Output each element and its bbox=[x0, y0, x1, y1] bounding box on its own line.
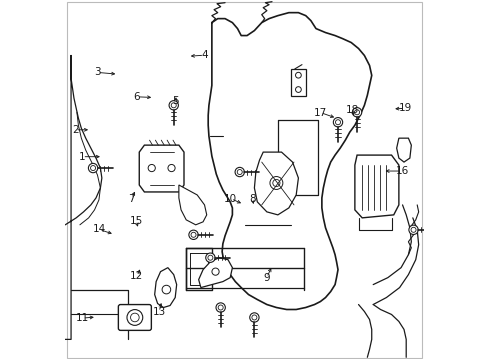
Circle shape bbox=[352, 108, 361, 117]
Text: 13: 13 bbox=[152, 307, 165, 317]
Polygon shape bbox=[396, 138, 410, 162]
Text: 16: 16 bbox=[395, 166, 408, 176]
Circle shape bbox=[169, 101, 178, 110]
Text: 3: 3 bbox=[94, 67, 101, 77]
Circle shape bbox=[216, 303, 225, 312]
Circle shape bbox=[88, 163, 98, 173]
Circle shape bbox=[249, 313, 259, 322]
Polygon shape bbox=[198, 258, 232, 288]
Polygon shape bbox=[179, 185, 206, 225]
FancyBboxPatch shape bbox=[291, 69, 305, 96]
Text: 6: 6 bbox=[133, 92, 140, 102]
Circle shape bbox=[333, 118, 342, 127]
Circle shape bbox=[127, 310, 142, 325]
Text: 10: 10 bbox=[224, 194, 237, 204]
Circle shape bbox=[408, 225, 417, 234]
Text: 17: 17 bbox=[313, 108, 326, 118]
Text: 14: 14 bbox=[92, 225, 106, 234]
Circle shape bbox=[235, 167, 244, 177]
Polygon shape bbox=[254, 152, 298, 215]
Polygon shape bbox=[438, 192, 473, 230]
Polygon shape bbox=[154, 268, 176, 307]
Circle shape bbox=[437, 215, 476, 255]
Polygon shape bbox=[354, 155, 398, 218]
Text: 4: 4 bbox=[201, 50, 207, 60]
Text: 5: 5 bbox=[172, 96, 179, 106]
Text: 15: 15 bbox=[129, 216, 142, 226]
Text: 7: 7 bbox=[128, 194, 135, 204]
Circle shape bbox=[481, 260, 488, 269]
Circle shape bbox=[188, 230, 198, 239]
Text: 1: 1 bbox=[79, 152, 85, 162]
Text: 12: 12 bbox=[130, 271, 143, 281]
FancyBboxPatch shape bbox=[118, 305, 151, 330]
Text: 2: 2 bbox=[72, 125, 79, 135]
Text: 19: 19 bbox=[398, 103, 411, 113]
Text: 9: 9 bbox=[263, 273, 269, 283]
Text: 11: 11 bbox=[76, 313, 89, 323]
Text: 18: 18 bbox=[345, 105, 358, 115]
Polygon shape bbox=[139, 145, 183, 192]
Circle shape bbox=[205, 253, 215, 262]
Text: 8: 8 bbox=[248, 194, 255, 204]
Polygon shape bbox=[208, 13, 371, 310]
